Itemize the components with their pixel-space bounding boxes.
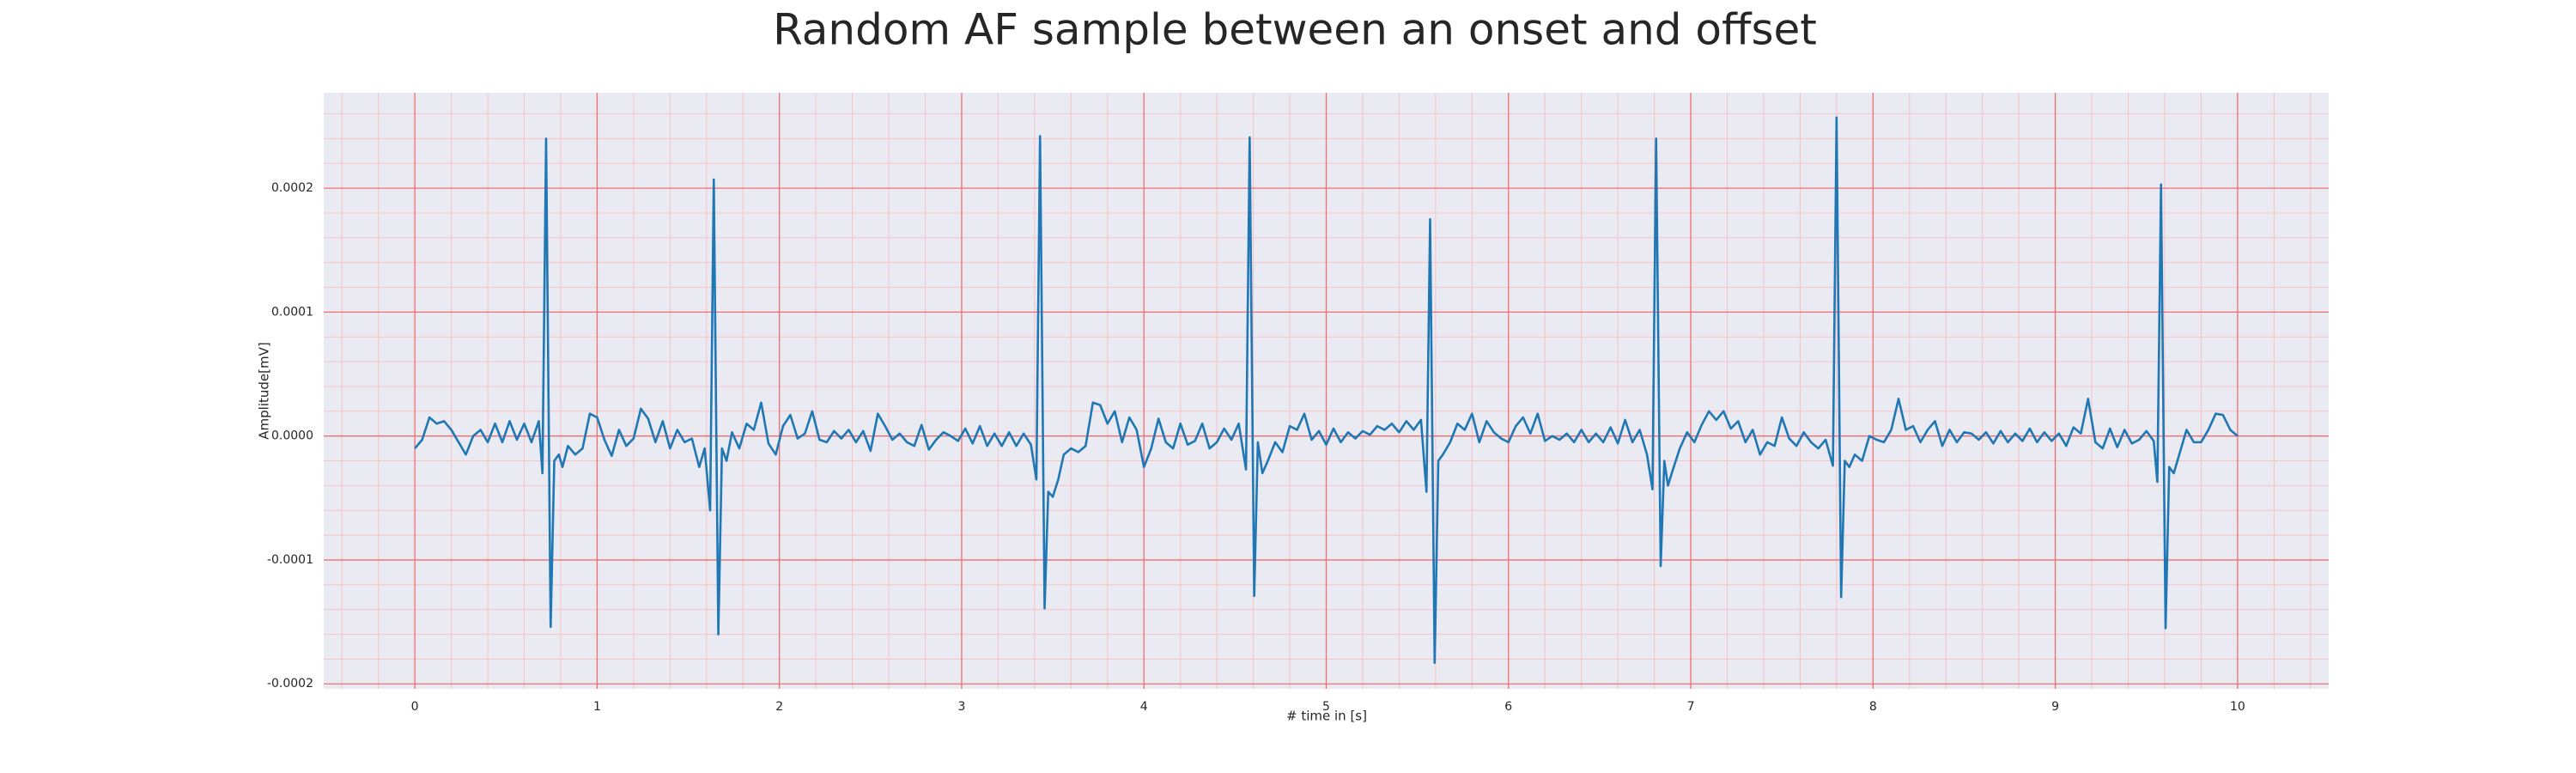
x-tick-label: 5 (1322, 700, 1330, 714)
x-tick-label: 2 (775, 700, 783, 714)
y-tick-label: -0.0001 (267, 553, 313, 567)
y-tick-label: 0.0000 (271, 429, 313, 443)
x-tick-label: 7 (1687, 700, 1695, 714)
x-tick-label: 10 (2230, 700, 2245, 714)
ecg-line (414, 116, 2239, 664)
chart-title: Random AF sample between an onset and of… (773, 5, 1817, 55)
x-tick-label: 1 (593, 700, 601, 714)
x-tick-label: 8 (1869, 700, 1877, 714)
x-tick-label: 0 (411, 700, 419, 714)
y-tick-label: -0.0002 (267, 677, 313, 691)
x-tick-label: 9 (2051, 700, 2059, 714)
y-axis-label: Amplitude[mV] (257, 342, 272, 439)
y-tick-label: 0.0002 (271, 181, 313, 195)
y-tick-label: 0.0001 (271, 305, 313, 319)
x-tick-label: 4 (1140, 700, 1148, 714)
x-axis-label: # time in [s] (1286, 709, 1367, 724)
x-tick-label: 3 (957, 700, 965, 714)
x-tick-label: 6 (1504, 700, 1512, 714)
